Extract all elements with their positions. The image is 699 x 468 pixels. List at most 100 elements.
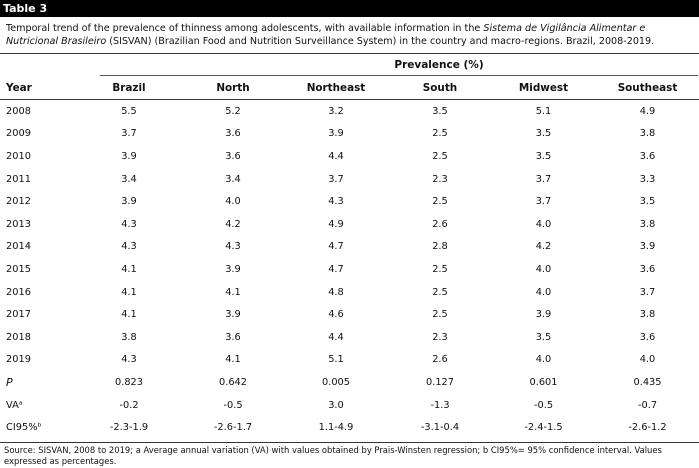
value-cell: 4.3 [328,196,344,208]
value-cell: 4.2 [535,241,552,253]
value-cell: 3.5 [535,128,552,140]
value-cell: 4.7 [328,241,344,253]
value-cell: 3.2 [328,105,344,117]
value-cell: 4.1 [121,263,137,275]
table-row: 2010 3.9 3.6 4.4 2.5 3.5 3.6 [0,145,699,168]
value-cell: 4.1 [121,309,137,321]
value-cell: -0.5 [533,399,554,411]
value-cell: 4.0 [535,218,552,230]
value-cell: 3.7 [535,173,552,185]
value-cell: 4.0 [225,196,241,208]
value-cell: 0.435 [633,376,662,388]
table-row: 2019 4.3 4.1 5.1 2.6 4.0 4.0 [0,349,699,372]
value-cell: 4.3 [225,241,241,253]
table-row: 2018 3.8 3.6 4.4 2.3 3.5 3.6 [0,326,699,349]
stat-row: VAᵃ -0.2 -0.5 3.0 -1.3 -0.5 -0.7 [0,394,699,417]
value-cell: 0.005 [321,376,351,388]
header-row: Year Brazil North Northeast South Midwes… [0,77,699,100]
value-cell: 4.0 [535,263,552,275]
value-cell: 1.1-4.9 [318,422,354,434]
row-label-cell: 2011 [6,173,31,185]
caption-text-1: Temporal trend of the prevalence of thin… [6,23,484,34]
value-cell: 5.5 [121,105,137,117]
row-label-cell: 2017 [6,309,31,321]
value-cell: -0.7 [637,399,658,411]
value-cell: 3.5 [535,331,552,343]
value-cell: 3.7 [535,196,552,208]
value-cell: 3.5 [535,150,552,162]
value-cell: 3.7 [328,173,344,185]
value-cell: 2.5 [432,128,448,140]
col-header-brazil: Brazil [75,77,183,100]
value-cell: 4.1 [121,286,137,298]
value-cell: -0.5 [223,399,243,411]
value-cell: -0.2 [119,399,139,411]
value-cell: 3.8 [121,331,137,343]
value-cell: 4.2 [225,218,241,230]
row-label-cell: 2008 [6,105,31,117]
prevalence-table: Year Brazil North Northeast South Midwes… [0,77,699,439]
col-header-south: South [389,77,491,100]
value-cell: 3.4 [225,173,241,185]
caption-italic-text: Sistema de Vigilância Alimentar e Nutric… [6,23,646,47]
value-cell: -3.1-0.4 [420,422,460,434]
value-cell: 4.8 [328,286,344,298]
value-cell: 3.8 [639,309,656,321]
row-label-cell: CI95%ᵇ [6,422,42,434]
col-header-north: North [183,77,283,100]
bottom-rule [0,442,699,443]
value-cell: 3.3 [639,173,656,185]
stat-row: P 0.823 0.642 0.005 0.127 0.601 0.435 [0,371,699,394]
row-label-cell: P [6,375,13,389]
table-footnote: Source: SISVAN, 2008 to 2019; a Average … [4,445,662,466]
value-cell: 2.5 [432,263,448,275]
value-cell: 0.642 [218,376,248,388]
value-cell: -2.6-1.7 [213,422,253,434]
value-cell: 2.3 [432,173,448,185]
row-label-cell: 2009 [6,128,31,140]
value-cell: 2.6 [432,218,448,230]
value-cell: 2.5 [432,286,448,298]
value-cell: 2.5 [432,150,448,162]
col-header-year: Year [0,77,75,100]
value-cell: 5.2 [225,105,241,117]
value-cell: 4.3 [121,218,137,230]
row-label-cell: VAᵃ [6,399,23,411]
value-cell: 3.6 [225,331,241,343]
value-cell: 4.3 [121,241,137,253]
caption-text-2: (SISVAN) (Brazilian Food and Nutrition S… [106,36,655,47]
table-row: 2009 3.7 3.6 3.9 2.5 3.5 3.8 [0,123,699,146]
col-header-southeast: Southeast [596,77,699,100]
value-cell: 3.9 [121,196,137,208]
row-label-cell: 2010 [6,150,31,162]
col-header-midwest: Midwest [491,77,596,100]
value-cell: 2.6 [432,354,448,366]
table-row: 2011 3.4 3.4 3.7 2.3 3.7 3.3 [0,168,699,191]
value-cell: 4.9 [328,218,344,230]
value-cell: 4.6 [328,309,344,321]
value-cell: 2.5 [432,309,448,321]
value-cell: 2.3 [432,331,448,343]
value-cell: 4.4 [328,331,344,343]
table-row: 2015 4.1 3.9 4.7 2.5 4.0 3.6 [0,258,699,281]
value-cell: 5.1 [328,354,344,366]
value-cell: 3.8 [639,218,656,230]
value-cell: 0.127 [425,376,455,388]
col-header-northeast: Northeast [283,77,389,100]
row-label-cell: 2014 [6,241,31,253]
table-row: 2014 4.3 4.3 4.7 2.8 4.2 3.9 [0,236,699,259]
value-cell: -1.3 [430,399,450,411]
value-cell: 3.7 [121,128,137,140]
value-cell: 4.0 [639,354,656,366]
value-cell: 3.6 [639,263,656,275]
value-cell: 3.9 [535,309,552,321]
value-cell: 3.9 [225,263,241,275]
value-cell: 3.8 [639,128,656,140]
value-cell: 3.6 [225,128,241,140]
value-cell: 3.5 [639,196,656,208]
row-label-cell: 2018 [6,331,31,343]
prevalence-underline [100,75,698,76]
value-cell: -2.3-1.9 [109,422,149,434]
row-label-cell: 2015 [6,263,31,275]
table-row: 2016 4.1 4.1 4.8 2.5 4.0 3.7 [0,281,699,304]
